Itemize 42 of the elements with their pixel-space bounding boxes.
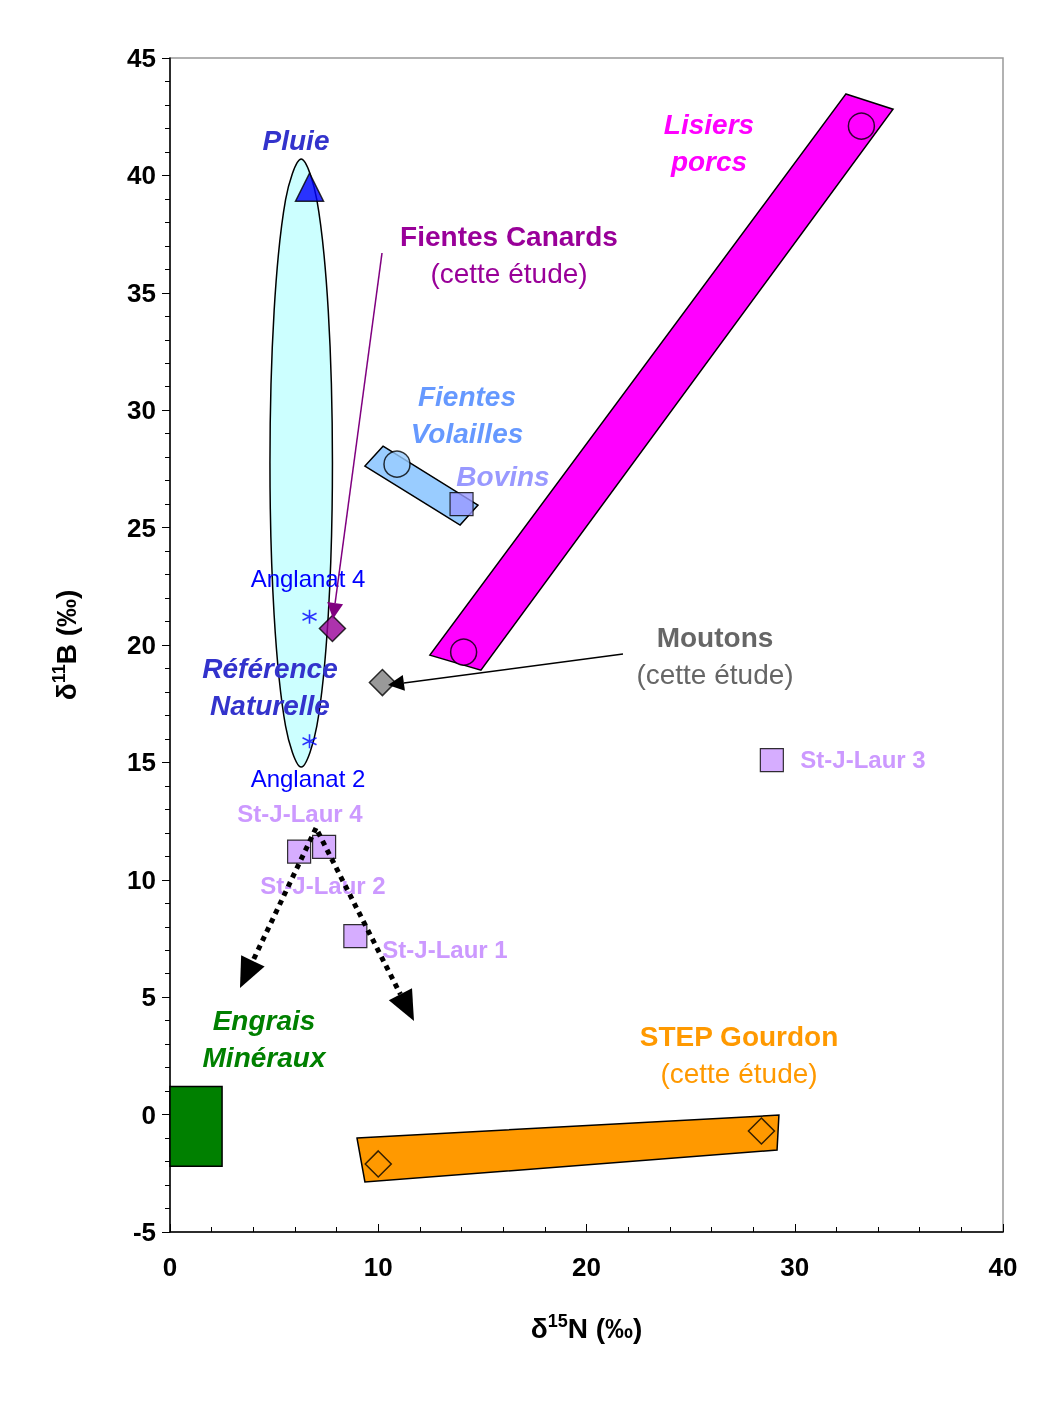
y-tick-label: 0 <box>141 1099 156 1130</box>
series-label: Anglanat 2 <box>250 764 366 792</box>
y-tick-label: 45 <box>127 43 156 73</box>
point <box>318 614 347 643</box>
point <box>449 638 478 666</box>
point <box>449 492 474 517</box>
y-tick-label: 20 <box>127 630 156 660</box>
series-label: St-J-Laur 3 <box>800 745 926 773</box>
x-tick-label: 10 <box>363 1252 393 1282</box>
text: Fientes Canards (cette étude) <box>400 220 618 290</box>
y-tick-label: 15 <box>127 747 156 778</box>
series-label: Lisiers porcs <box>663 108 755 178</box>
point <box>383 450 411 478</box>
point <box>343 924 368 949</box>
series-label: Engrais Minéraux <box>202 1004 327 1074</box>
y-tick-label: 5 <box>141 982 156 1013</box>
series-label: Pluie <box>262 124 330 156</box>
point <box>294 172 325 202</box>
point <box>368 668 397 697</box>
y-axis-title: δ11B (‰) <box>49 589 82 701</box>
x-tick-label: 40 <box>988 1252 1018 1282</box>
point <box>759 747 784 773</box>
series-label: Fientes Volailles <box>410 380 524 450</box>
y-tick-label: 25 <box>127 512 156 543</box>
y-tick-label: 30 <box>127 395 156 426</box>
y-tick-label: 35 <box>127 277 156 308</box>
point <box>364 1150 392 1178</box>
x-tick-label: 20 <box>572 1252 601 1282</box>
series-label: Bovins <box>456 460 550 492</box>
point <box>847 112 876 140</box>
text: Moutons (cette étude) <box>636 621 794 691</box>
y-tick-label: 40 <box>127 160 156 191</box>
series-label: STEP Gourdon (cette étude) <box>639 1020 839 1090</box>
y-tick-label: 10 <box>127 864 156 895</box>
y-tick-label: -5 <box>132 1217 156 1247</box>
series-label: St-J-Laur 1 <box>382 935 508 963</box>
x-tick-label: 0 <box>162 1252 178 1282</box>
series-label: St-J-Laur 4 <box>237 799 364 827</box>
point <box>301 733 318 750</box>
point <box>301 609 318 625</box>
x-tick-label: 30 <box>780 1252 810 1282</box>
point <box>747 1117 776 1145</box>
